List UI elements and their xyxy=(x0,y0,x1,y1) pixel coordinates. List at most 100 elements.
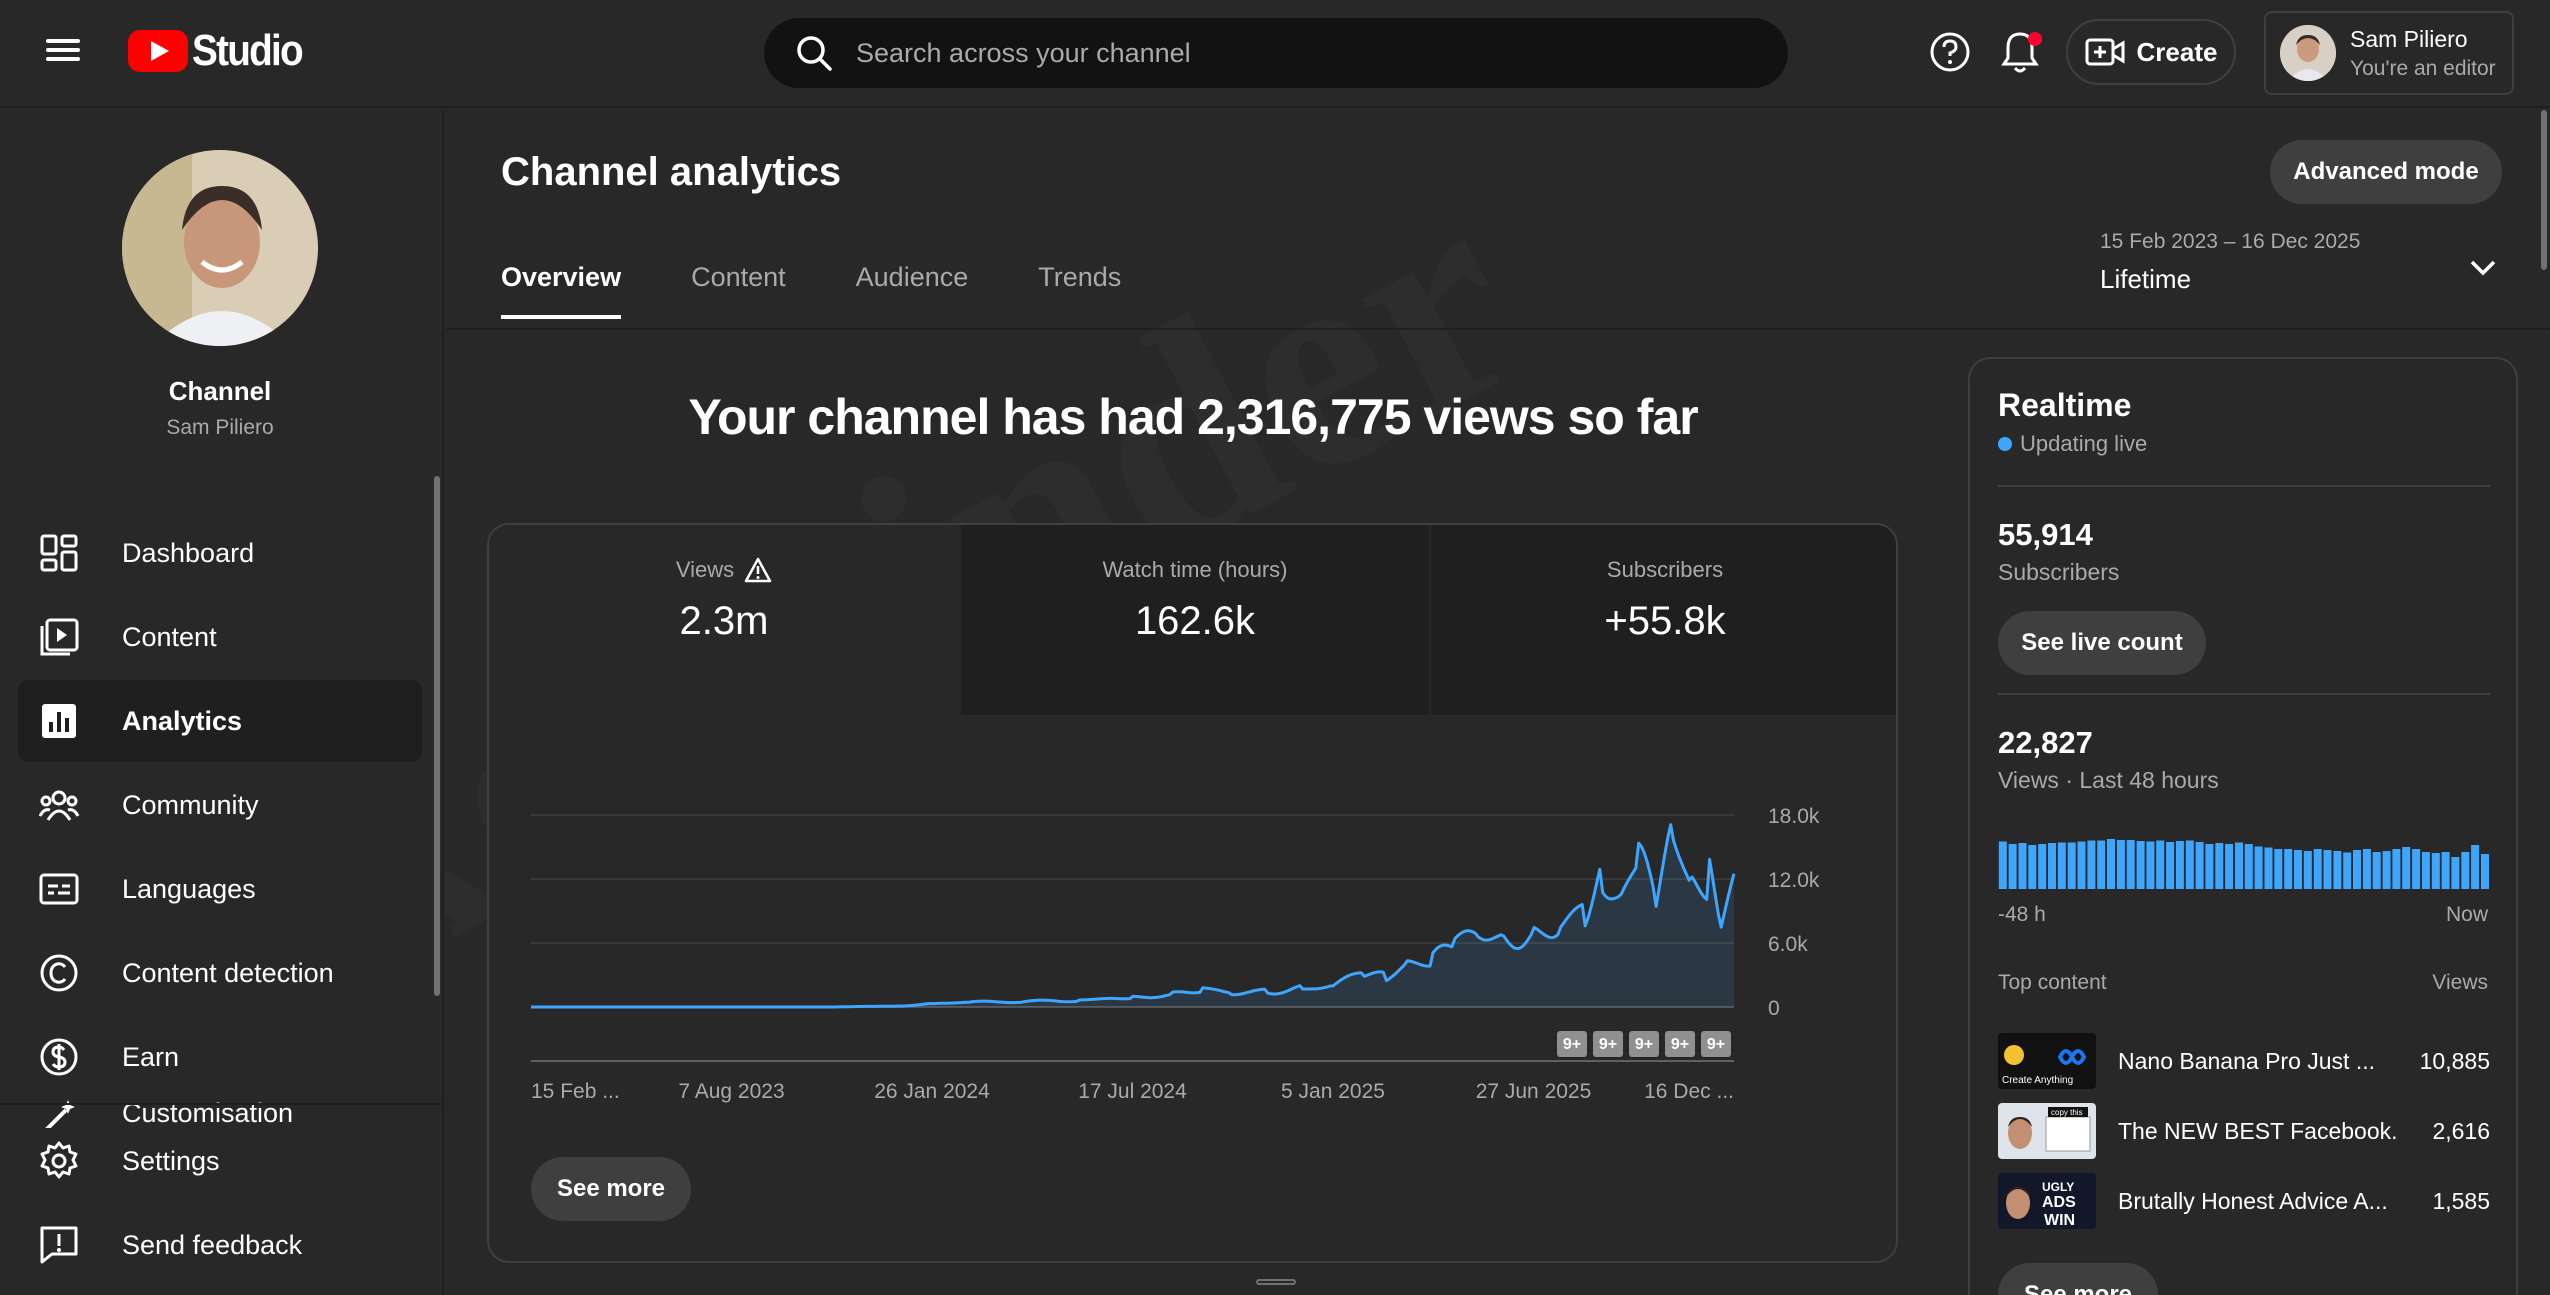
realtime-bar[interactable] xyxy=(2254,846,2263,890)
realtime-bar-chart[interactable] xyxy=(1998,837,2490,889)
divider xyxy=(446,328,2550,330)
studio-logo[interactable]: Studio xyxy=(128,26,317,75)
realtime-bar[interactable] xyxy=(2048,843,2056,889)
search-bar[interactable] xyxy=(764,18,1788,88)
realtime-bar[interactable] xyxy=(2008,844,2017,889)
notifications-button[interactable] xyxy=(1998,28,2042,76)
date-range-picker[interactable]: 15 Feb 2023 – 16 Dec 2025 Lifetime xyxy=(2100,230,2500,295)
search-input[interactable] xyxy=(856,37,1736,69)
realtime-bar[interactable] xyxy=(2461,852,2470,889)
realtime-bar[interactable] xyxy=(2116,840,2125,889)
scrollbar-thumb[interactable] xyxy=(2541,110,2547,270)
realtime-bar[interactable] xyxy=(2284,849,2293,889)
realtime-bar[interactable] xyxy=(2323,850,2332,889)
menu-icon[interactable] xyxy=(40,34,86,74)
realtime-bar[interactable] xyxy=(2126,840,2135,889)
sidebar-item-analytics[interactable]: Analytics xyxy=(18,680,422,762)
realtime-bar[interactable] xyxy=(2038,844,2047,889)
sidebar-item-earn[interactable]: Earn xyxy=(18,1016,422,1098)
realtime-bar[interactable] xyxy=(2175,841,2184,889)
channel-avatar[interactable] xyxy=(122,150,318,346)
realtime-bar[interactable] xyxy=(2274,849,2283,889)
tab-trends[interactable]: Trends xyxy=(1038,262,1122,292)
metric-watch-time[interactable]: Watch time (hours) 162.6k xyxy=(959,525,1429,715)
realtime-bar[interactable] xyxy=(2451,857,2460,889)
realtime-bar[interactable] xyxy=(2018,843,2027,889)
realtime-views-count: 22,827 xyxy=(1998,725,2093,760)
realtime-bar[interactable] xyxy=(2136,841,2145,889)
realtime-bar[interactable] xyxy=(2087,840,2096,890)
tab-content[interactable]: Content xyxy=(691,262,786,292)
top-content-row[interactable]: Create Anything Nano Banana Pro Just ...… xyxy=(1998,1033,2490,1089)
realtime-bar[interactable] xyxy=(2166,842,2175,889)
help-icon[interactable] xyxy=(1928,30,1972,74)
create-button[interactable]: Create xyxy=(2066,19,2236,85)
tab-audience[interactable]: Audience xyxy=(855,262,969,292)
realtime-bar[interactable] xyxy=(2481,854,2489,889)
realtime-bar[interactable] xyxy=(2028,845,2037,889)
page-scrollbar[interactable] xyxy=(2540,110,2548,1295)
sidebar-item-dashboard[interactable]: Dashboard xyxy=(18,512,422,594)
realtime-bar[interactable] xyxy=(2313,849,2322,889)
realtime-bar[interactable] xyxy=(2244,844,2253,889)
metric-views[interactable]: Views 2.3m xyxy=(489,525,959,715)
realtime-bar[interactable] xyxy=(2097,840,2106,890)
metric-subscribers[interactable]: Subscribers +55.8k xyxy=(1429,525,1896,715)
realtime-bar[interactable] xyxy=(2235,842,2243,890)
resize-handle[interactable] xyxy=(1256,1279,1296,1285)
create-label: Create xyxy=(2136,36,2218,67)
sidebar-item-content-detection[interactable]: Content detection xyxy=(18,932,422,1014)
see-more-button[interactable]: See more xyxy=(531,1157,691,1221)
video-marker-badge xyxy=(1593,1031,1623,1057)
sidebar-item-content[interactable]: Content xyxy=(18,596,422,678)
realtime-bar[interactable] xyxy=(1998,841,2007,890)
sidebar-item-label: Languages xyxy=(122,873,256,904)
sidebar-item-label: Earn xyxy=(122,1041,180,1072)
realtime-bar[interactable] xyxy=(2146,841,2155,890)
realtime-bar[interactable] xyxy=(2294,850,2302,889)
realtime-bar[interactable] xyxy=(2057,842,2066,890)
realtime-bar[interactable] xyxy=(2421,852,2430,889)
realtime-bar[interactable] xyxy=(2303,851,2312,889)
sidebar-item-label: Content xyxy=(122,621,217,652)
sidebar-item-languages[interactable]: Languages xyxy=(18,848,422,930)
realtime-bar[interactable] xyxy=(2412,849,2421,889)
realtime-bar[interactable] xyxy=(2333,851,2342,889)
realtime-bar[interactable] xyxy=(2264,847,2273,890)
realtime-bar[interactable] xyxy=(2225,844,2234,889)
realtime-bar[interactable] xyxy=(2382,851,2391,889)
see-live-count-button[interactable]: See live count xyxy=(1998,611,2206,675)
top-content-row[interactable]: UGLY ADS WIN Brutally Honest Advice A... 1… xyxy=(1998,1173,2490,1229)
account-switcher[interactable]: Sam Piliero You're an editor xyxy=(2264,11,2514,95)
realtime-bar[interactable] xyxy=(2392,849,2401,889)
realtime-bar[interactable] xyxy=(2195,842,2204,889)
realtime-bar[interactable] xyxy=(2077,841,2086,890)
realtime-bar[interactable] xyxy=(2156,840,2165,890)
realtime-bar[interactable] xyxy=(2185,840,2194,890)
realtime-bar[interactable] xyxy=(2067,842,2076,890)
realtime-bar[interactable] xyxy=(2431,853,2440,889)
realtime-bar[interactable] xyxy=(2471,845,2480,889)
realtime-bar[interactable] xyxy=(2441,852,2450,889)
metric-value: 2.3m xyxy=(679,599,769,643)
realtime-bar[interactable] xyxy=(2343,852,2352,890)
sidebar-item-send-feedback[interactable]: Send feedback xyxy=(18,1204,422,1286)
video-thumbnail: UGLY ADS WIN xyxy=(1998,1173,2096,1229)
realtime-see-more-button[interactable]: See more xyxy=(1998,1263,2158,1295)
realtime-bar[interactable] xyxy=(2215,843,2224,889)
thumbnail-text: UGLY xyxy=(2042,1180,2074,1194)
realtime-bar[interactable] xyxy=(2362,849,2371,889)
views-line-chart[interactable]: 0 6.0k 12.0k 18.0k 15 Feb ... 7 Aug 2023 26 Ja… xyxy=(489,715,1898,1135)
realtime-bar[interactable] xyxy=(2402,847,2411,889)
realtime-bar[interactable] xyxy=(2353,850,2361,889)
advanced-mode-button[interactable]: Advanced mode xyxy=(2270,140,2502,204)
sidebar-item-community[interactable]: Community xyxy=(18,764,422,846)
realtime-bar[interactable] xyxy=(2107,839,2115,889)
sidebar-scrollbar[interactable] xyxy=(434,476,440,996)
tab-overview[interactable]: Overview xyxy=(501,262,622,319)
realtime-bar[interactable] xyxy=(2372,852,2381,889)
search-icon xyxy=(797,36,832,71)
top-content-row[interactable]: copy this The NEW BEST Facebook... 2,616 xyxy=(1998,1103,2490,1159)
realtime-bar[interactable] xyxy=(2205,844,2214,889)
sidebar-item-settings[interactable]: Settings xyxy=(18,1120,422,1202)
